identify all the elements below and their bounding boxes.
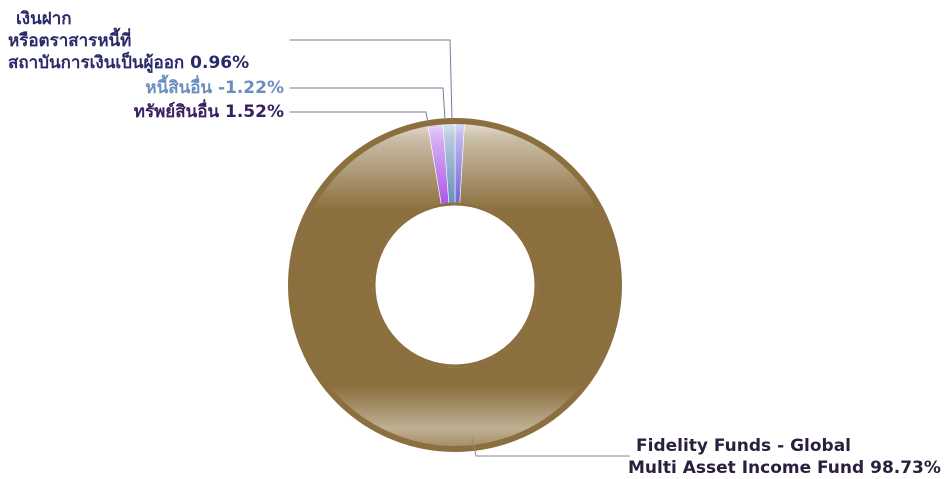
label-fund-line-1: Fidelity Funds - Global	[636, 436, 851, 456]
leader-line-fund	[471, 437, 630, 457]
leader-line-other-assets	[290, 111, 429, 124]
label-liab-text: หนี้สินอื่น	[145, 78, 213, 98]
label-fund-value: 98.73%	[870, 458, 941, 478]
label-cash-line-3-text: สถาบันการเงินเป็นผู้ออก	[8, 53, 185, 73]
donut-gloss	[288, 118, 622, 452]
label-cash-line-1: เงินฝาก	[16, 9, 72, 29]
leader-line-liabilities	[290, 87, 446, 121]
label-oth-text: ทรัพย์สินอื่น	[133, 102, 220, 122]
label-cash-line-2: หรือตราสารหนี้ที่	[8, 31, 132, 51]
label-liab-value: -1.22%	[217, 78, 284, 98]
label-cash-line-3: สถาบันการเงินเป็นผู้ออก 0.96%	[8, 52, 249, 74]
label-fund-line-2: Multi Asset Income Fund 98.73%	[628, 457, 941, 479]
leader-lines	[290, 39, 630, 457]
label-cash-deposits: เงินฝาก หรือตราสารหนี้ที่ สถาบันการเงินเ…	[8, 8, 249, 74]
donut-outer-rim	[288, 118, 622, 452]
label-cash-value: 0.96%	[190, 53, 250, 73]
label-fidelity-fund: Fidelity Funds - Global Multi Asset Inco…	[628, 435, 941, 479]
label-other-liabilities: หนี้สินอื่น -1.22%	[145, 77, 284, 99]
label-fund-line-2-text: Multi Asset Income Fund	[628, 458, 865, 478]
label-other-assets: ทรัพย์สินอื่น 1.52%	[134, 101, 284, 123]
leader-line-cash	[290, 39, 453, 121]
label-oth-value: 1.52%	[225, 102, 284, 122]
donut-hole	[372, 202, 538, 368]
